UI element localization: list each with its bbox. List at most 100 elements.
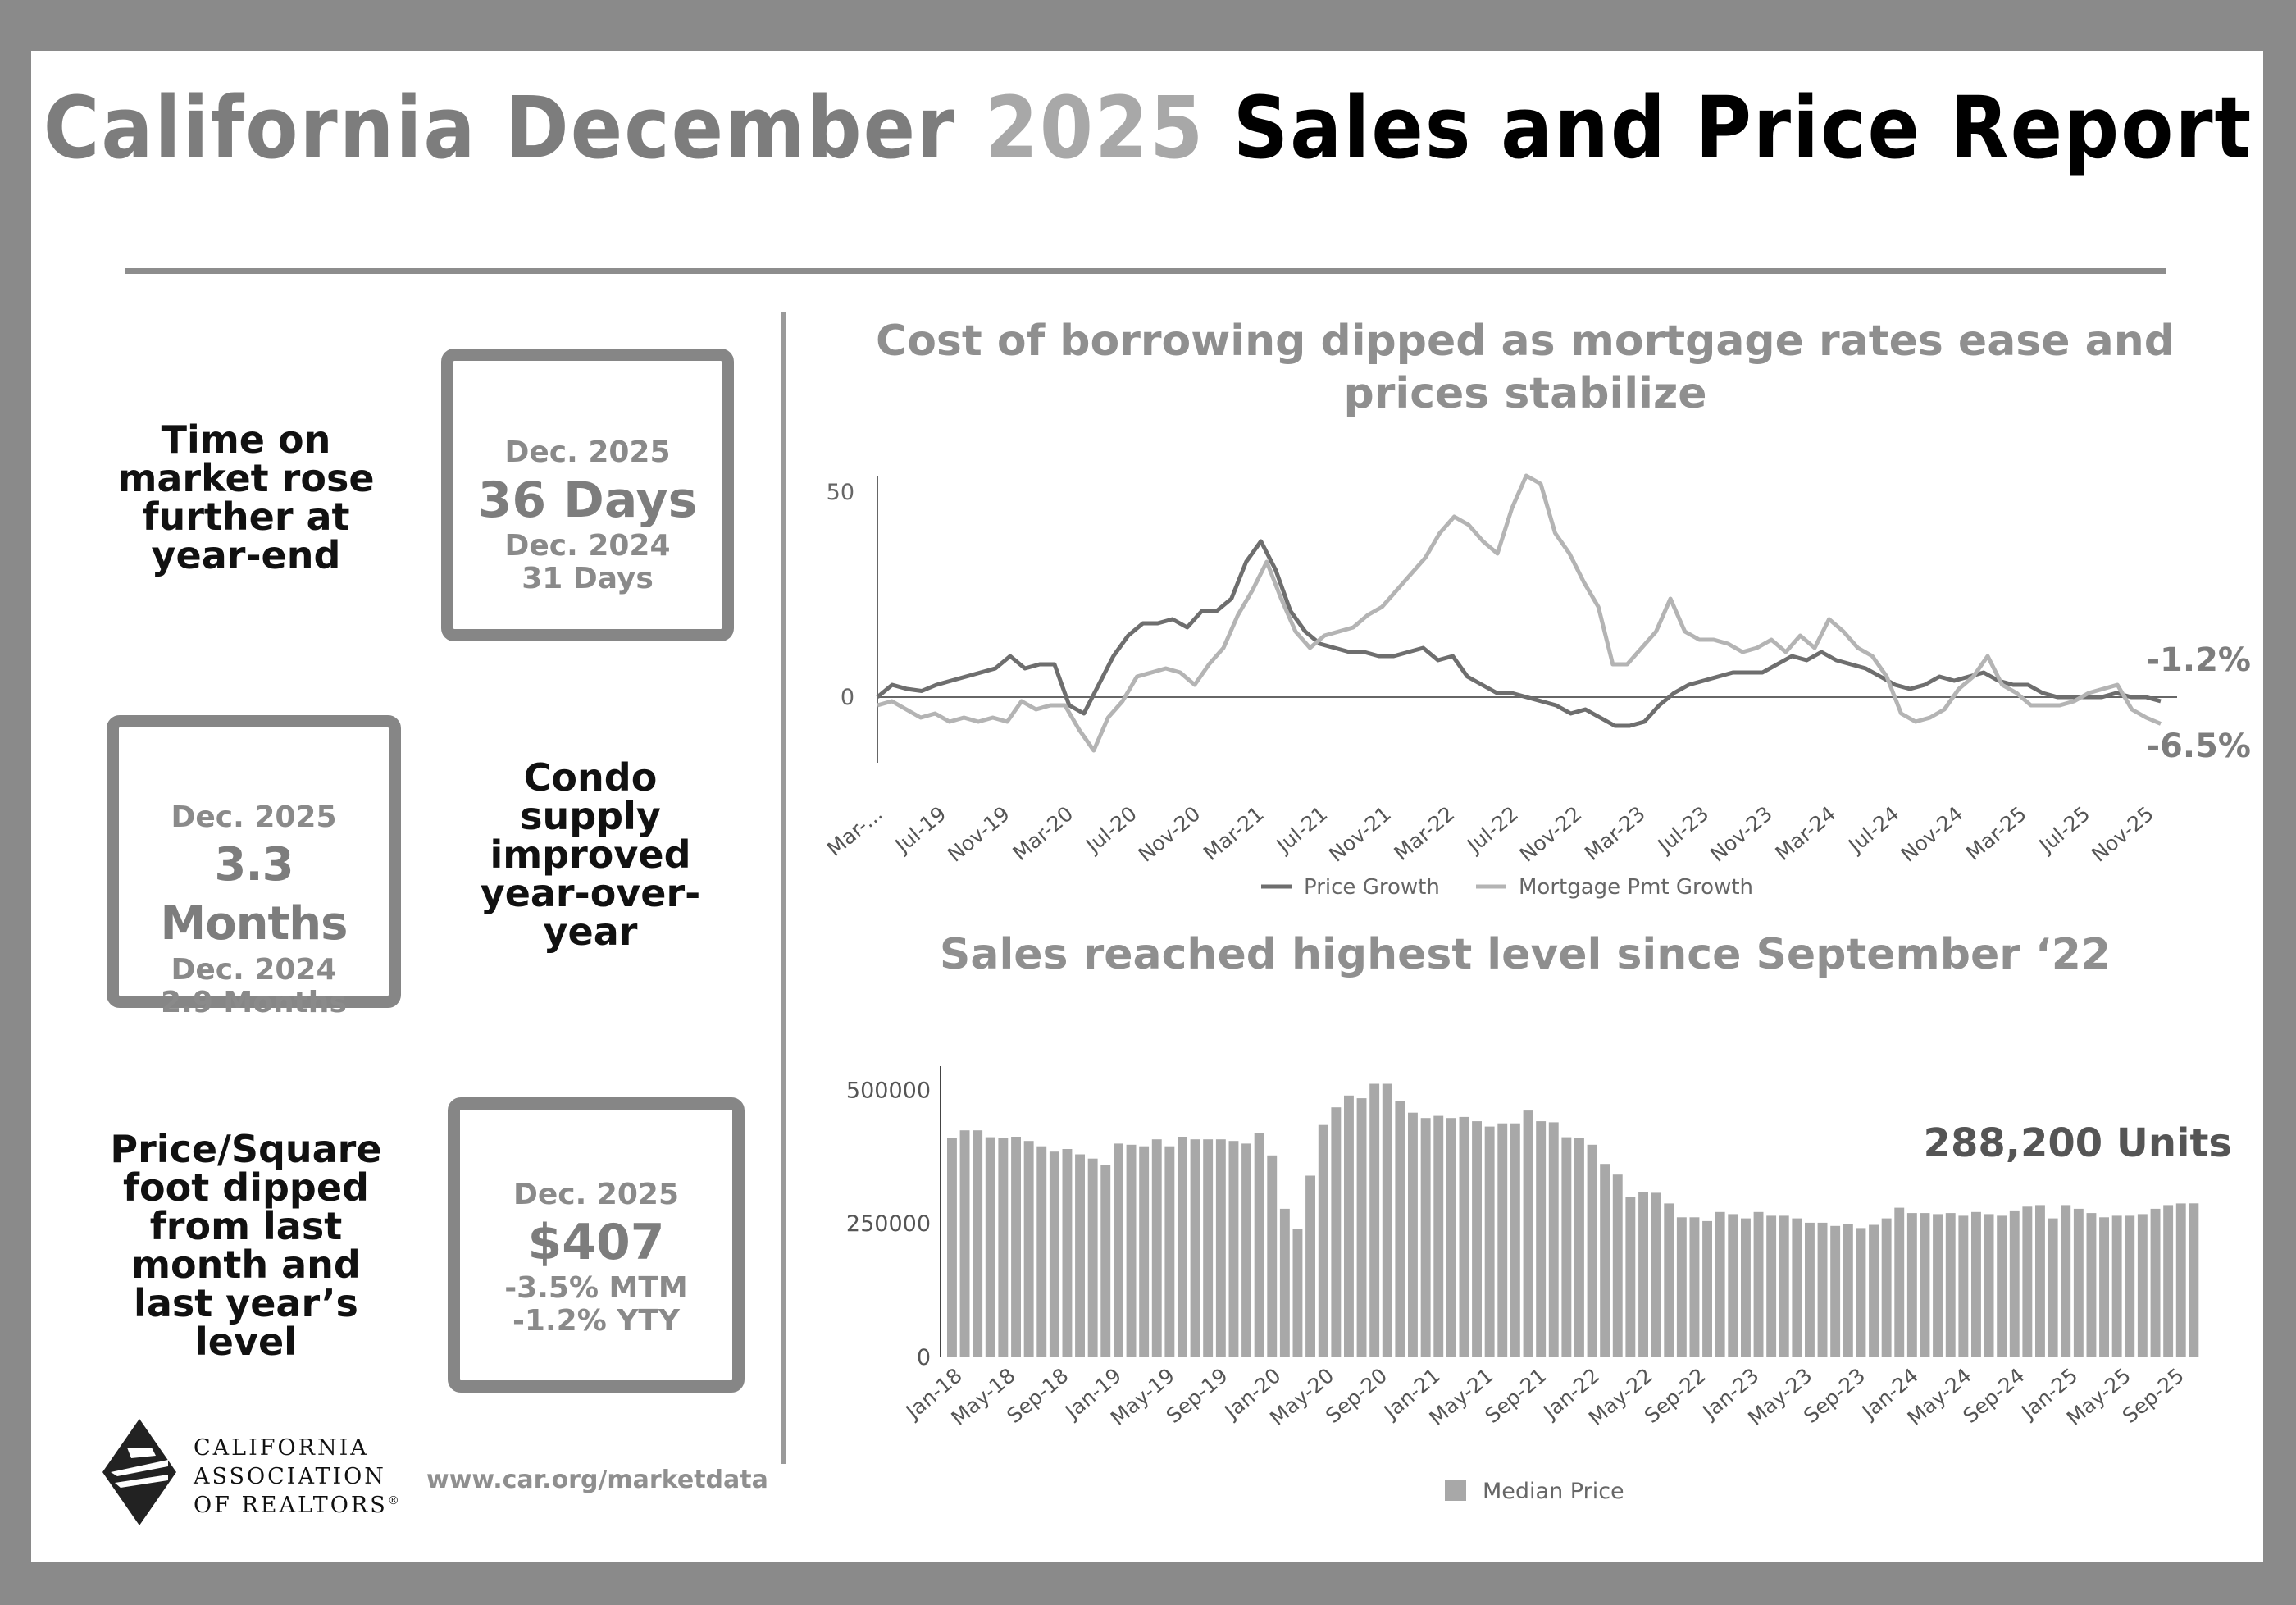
bar	[1741, 1218, 1751, 1357]
stat-prior-value: 2.9 Months	[161, 986, 347, 1019]
bar	[1574, 1138, 1584, 1357]
stat-current-value: $407	[527, 1214, 665, 1271]
stat-prior-value: 31 Days	[522, 562, 654, 595]
page-title: California December 2025 Sales and Price…	[0, 78, 2296, 178]
x-tick-label: Jul-19	[890, 801, 951, 858]
bar	[1408, 1112, 1418, 1357]
x-tick-label: Mar-24	[1771, 801, 1841, 865]
x-tick-label: Mar-...	[822, 801, 887, 861]
bar	[1395, 1101, 1405, 1357]
bar	[1587, 1144, 1597, 1357]
bar	[2086, 1213, 2097, 1357]
bar	[1664, 1203, 1674, 1357]
price-growth-end-label: -1.2%	[2146, 641, 2251, 679]
column-divider	[781, 312, 786, 1464]
bar	[1126, 1144, 1137, 1357]
legend-swatch-median-price	[1445, 1480, 1466, 1501]
bar	[1420, 1118, 1431, 1357]
bar	[2150, 1208, 2161, 1357]
bar	[2009, 1210, 2020, 1357]
bar	[959, 1130, 970, 1357]
bar	[1344, 1095, 1354, 1357]
bar	[1062, 1149, 1073, 1357]
bar	[1036, 1146, 1047, 1357]
x-tick-label: Jul-23	[1652, 801, 1714, 858]
stat-current-period: Dec. 2025	[171, 800, 337, 834]
bar	[2073, 1208, 2084, 1357]
bar	[1881, 1218, 1892, 1357]
bar	[1753, 1211, 1764, 1357]
x-tick-label: Sep-21	[1480, 1363, 1551, 1428]
bar	[1305, 1175, 1315, 1357]
bar	[1689, 1217, 1700, 1357]
bar	[1805, 1222, 1815, 1357]
legend-label-price-growth: Price Growth	[1304, 875, 1440, 900]
bar	[1433, 1115, 1444, 1357]
org-name-line-1: CALIFORNIA	[194, 1435, 369, 1461]
bar	[1792, 1218, 1802, 1357]
bar	[1382, 1083, 1392, 1357]
y-tick-label: 0	[840, 685, 854, 710]
bar	[1203, 1139, 1214, 1357]
x-tick-label: Nov-25	[2087, 801, 2158, 866]
bar	[1075, 1154, 1085, 1357]
bar	[1178, 1137, 1187, 1357]
bar	[1638, 1192, 1648, 1357]
bar	[1997, 1215, 2007, 1357]
x-tick-label: Jul-24	[1843, 801, 1904, 858]
market-data-link[interactable]: www.car.org/marketdata	[426, 1466, 768, 1494]
bar	[2189, 1203, 2199, 1357]
bar	[1472, 1121, 1482, 1357]
x-tick-label: Sep-20	[1321, 1363, 1392, 1428]
x-tick-label: Nov-24	[1897, 801, 1968, 866]
bar	[2137, 1214, 2148, 1357]
bar	[973, 1130, 983, 1357]
bar	[1446, 1118, 1456, 1357]
x-tick-label: Sep-25	[2118, 1363, 2189, 1428]
x-tick-label: Jul-21	[1271, 801, 1332, 858]
x-tick-label: Mar-25	[1961, 801, 2031, 865]
stat-current-period: Dec. 2025	[512, 1178, 680, 1211]
bar	[2048, 1218, 2058, 1357]
x-tick-label: Sep-18	[1002, 1363, 1073, 1428]
bar	[1190, 1139, 1200, 1357]
bar	[1100, 1165, 1111, 1357]
bar	[1894, 1207, 1905, 1357]
title-divider	[125, 268, 2166, 274]
bar	[1164, 1146, 1175, 1357]
bar	[1049, 1151, 1059, 1357]
bar	[1254, 1133, 1264, 1357]
stat-current-value: 36 Days	[477, 472, 698, 529]
org-name-line-3-text: OF REALTORS	[194, 1493, 388, 1518]
sales-annotation: 288,200 Units	[1924, 1120, 2232, 1166]
bar	[1151, 1139, 1162, 1357]
bar	[1241, 1143, 1251, 1357]
bar	[1331, 1107, 1342, 1357]
bar	[1869, 1224, 1879, 1357]
stat-label-time-on-market: Time on market rose further at year-end	[117, 417, 375, 577]
bar	[1228, 1141, 1239, 1357]
bar	[1715, 1211, 1725, 1357]
bar	[1497, 1123, 1508, 1357]
bar	[1087, 1158, 1098, 1357]
bar	[2163, 1205, 2174, 1357]
x-tick-label: Mar-23	[1580, 801, 1650, 865]
stat-yty-change: -1.2% YTY	[512, 1304, 680, 1338]
x-tick-label: Mar-22	[1390, 801, 1460, 865]
bar	[1830, 1225, 1841, 1357]
y-tick-label: 50	[827, 480, 854, 505]
car-logo-icon	[102, 1419, 176, 1525]
bar	[2099, 1217, 2109, 1357]
bar	[1906, 1213, 1917, 1357]
title-part-2: 2025	[984, 78, 1205, 178]
stat-current-period: Dec. 2025	[504, 435, 671, 469]
bar	[1958, 1215, 1969, 1357]
bar	[1561, 1137, 1572, 1357]
org-name-line-2: ASSOCIATION	[194, 1464, 386, 1489]
x-tick-label: Nov-19	[943, 801, 1014, 866]
x-tick-label: Sep-23	[1799, 1363, 1870, 1428]
bar-chart-title: Sales reached highest level since Septem…	[939, 930, 2112, 979]
bar	[1023, 1141, 1034, 1357]
title-part-3: Sales and Price Report	[1232, 78, 2253, 178]
